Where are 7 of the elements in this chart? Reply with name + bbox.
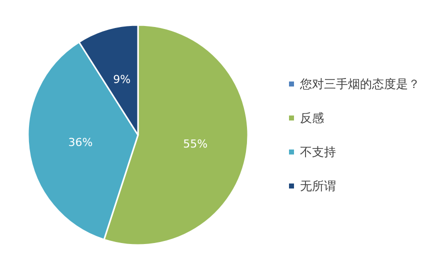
legend-label: 反感 [300, 111, 324, 125]
data-label: 36% [68, 136, 93, 149]
data-label: 55% [183, 138, 208, 151]
legend-label: 无所谓 [300, 179, 336, 193]
data-label: 9% [113, 72, 131, 86]
legend-label: 不支持 [300, 145, 336, 159]
legend-label: 您对三手烟的态度是？ [299, 77, 420, 91]
